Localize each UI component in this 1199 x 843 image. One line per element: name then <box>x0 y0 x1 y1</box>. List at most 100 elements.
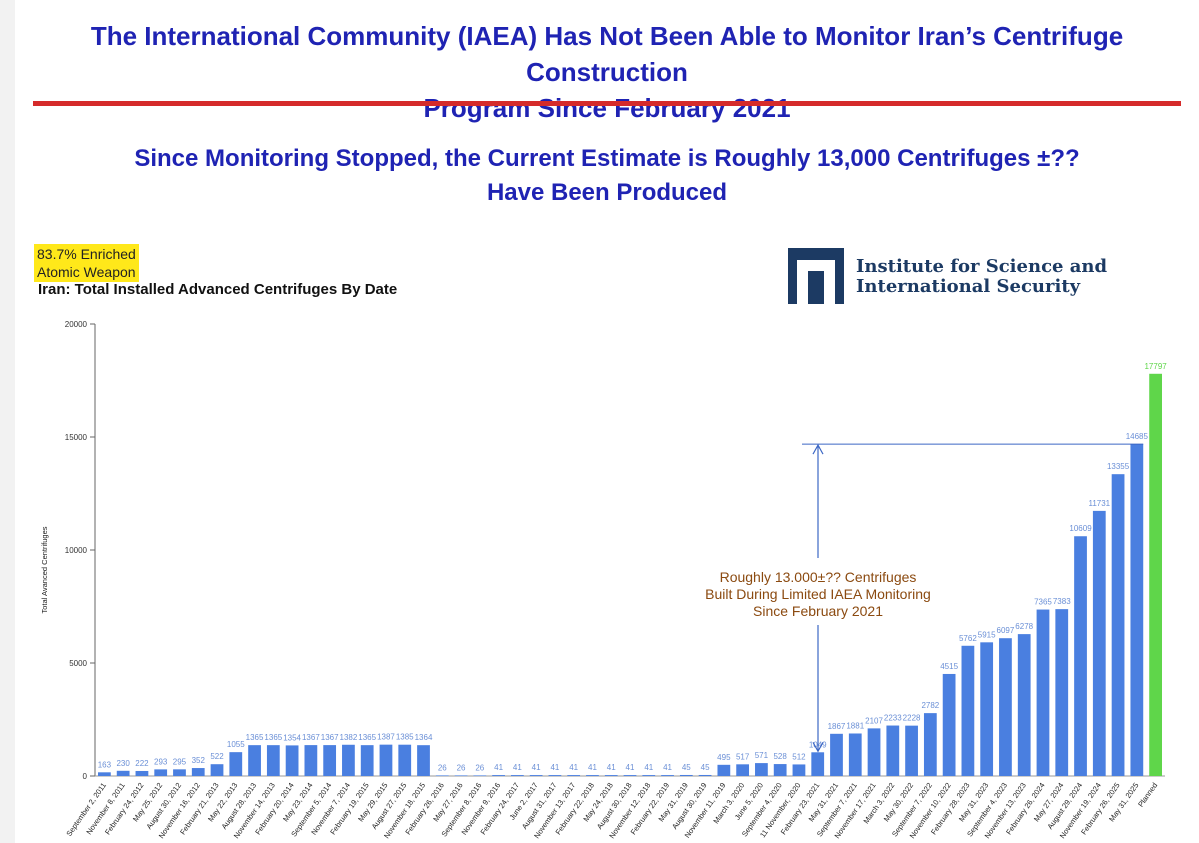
bar-value-label: 4515 <box>940 662 958 671</box>
bar-value-label: 163 <box>98 760 112 769</box>
bar <box>398 744 412 776</box>
bar-value-label: 222 <box>135 759 149 768</box>
slide-subtitle-line-1: Since Monitoring Stopped, the Current Es… <box>134 145 1080 172</box>
bar <box>248 745 261 776</box>
bar-value-label: 1364 <box>415 733 433 742</box>
bar <box>755 763 768 776</box>
bar <box>173 769 186 776</box>
bar <box>454 775 468 777</box>
bar <box>323 745 337 776</box>
bar <box>905 725 918 776</box>
bar <box>586 775 599 776</box>
bar-value-label: 1365 <box>358 733 376 742</box>
bar-value-label: 495 <box>717 753 731 762</box>
bar-value-label: 7365 <box>1034 598 1052 607</box>
bar-value-label: 41 <box>607 763 616 772</box>
bar-series <box>98 373 1162 777</box>
bar <box>510 775 524 776</box>
bar-value-label: 1385 <box>396 733 414 742</box>
x-tick-label: Planned <box>1136 781 1159 809</box>
bar-value-label: 352 <box>192 756 206 765</box>
bar <box>923 713 937 776</box>
bar <box>304 745 318 776</box>
bar <box>529 775 543 776</box>
bar <box>1055 609 1069 776</box>
bar <box>999 638 1012 776</box>
y-tick-label: 0 <box>83 772 88 781</box>
bar <box>229 752 243 776</box>
bar <box>1036 609 1050 776</box>
slide-title-line-1: The International Community (IAEA) Has N… <box>90 21 1124 87</box>
bar-value-label: 517 <box>736 752 750 761</box>
bar <box>961 645 975 776</box>
bar <box>98 772 111 776</box>
bar-value-label: 528 <box>773 752 787 761</box>
bar <box>266 745 280 776</box>
institute-name-line-1: Institute for Science and <box>856 256 1108 277</box>
bar-value-label: 1365 <box>264 733 282 742</box>
bar <box>342 744 355 776</box>
bar-value-label: 41 <box>550 763 559 772</box>
bar <box>942 673 956 776</box>
bar-value-label: 1867 <box>828 722 846 731</box>
bar <box>567 775 581 776</box>
bar <box>1074 536 1087 776</box>
title-divider <box>33 101 1181 106</box>
bar-value-label: 295 <box>173 757 187 766</box>
slide-title-line-2: Program Since February 2021 <box>423 93 791 123</box>
bar-value-label: 5915 <box>978 630 996 639</box>
bar-value-label: 2233 <box>884 714 902 723</box>
bar-value-label: 41 <box>626 763 635 772</box>
bar-value-label: 293 <box>154 757 168 766</box>
bar <box>154 769 168 776</box>
bar <box>698 774 712 776</box>
y-tick-label: 5000 <box>69 659 87 668</box>
bar-value-label: 1354 <box>283 733 301 742</box>
bar <box>1017 634 1031 776</box>
slide-subtitle-line-2: Have Been Produced <box>486 179 728 206</box>
bar <box>285 745 299 776</box>
bar-value-label: 1367 <box>321 733 339 742</box>
bar-value-label: 1387 <box>377 733 395 742</box>
bar <box>435 775 449 777</box>
bar <box>736 764 750 776</box>
weapon-note-highlight: 83.7% Enriched Atomic Weapon <box>34 244 139 282</box>
bar <box>604 775 618 776</box>
weapon-note-line-1: 83.7% Enriched <box>37 246 136 262</box>
bar-value-label: 2107 <box>865 716 883 725</box>
bar <box>848 733 862 776</box>
weapon-note-line-2: Atomic Weapon <box>37 264 136 280</box>
bar <box>830 733 843 776</box>
bar <box>867 728 881 776</box>
bar-value-label: 26 <box>475 763 484 772</box>
slide-subtitle: Since Monitoring Stopped, the Current Es… <box>15 142 1199 210</box>
annotation-text-line: Since February 2021 <box>753 603 883 619</box>
bar-value-label: 13355 <box>1107 462 1130 471</box>
bar-value-label: 1382 <box>340 733 358 742</box>
bar-value-label: 512 <box>792 752 806 761</box>
bar-value-label: 14685 <box>1126 432 1149 441</box>
bar-value-label: 10609 <box>1069 524 1092 533</box>
bar <box>679 774 693 776</box>
annotation-text-line: Built During Limited IAEA Monitoring <box>705 586 931 602</box>
bar <box>360 745 374 776</box>
bar <box>548 775 562 776</box>
bar <box>773 764 787 776</box>
annotation-arrowhead-down <box>812 742 824 753</box>
bar <box>191 768 205 776</box>
bar-value-label: 11731 <box>1088 499 1110 508</box>
bar-value-label: 6097 <box>997 626 1015 635</box>
bar-value-label: 2782 <box>921 701 939 710</box>
bar <box>1111 474 1125 776</box>
bar-value-label: 26 <box>457 763 466 772</box>
bar-value-label: 41 <box>532 763 541 772</box>
bar <box>980 642 994 776</box>
chart-heading: Iran: Total Installed Advanced Centrifug… <box>38 281 398 298</box>
bar-value-label: 571 <box>755 751 769 760</box>
bar <box>379 744 393 776</box>
bar-value-label: 41 <box>513 763 522 772</box>
bar <box>1130 444 1144 776</box>
